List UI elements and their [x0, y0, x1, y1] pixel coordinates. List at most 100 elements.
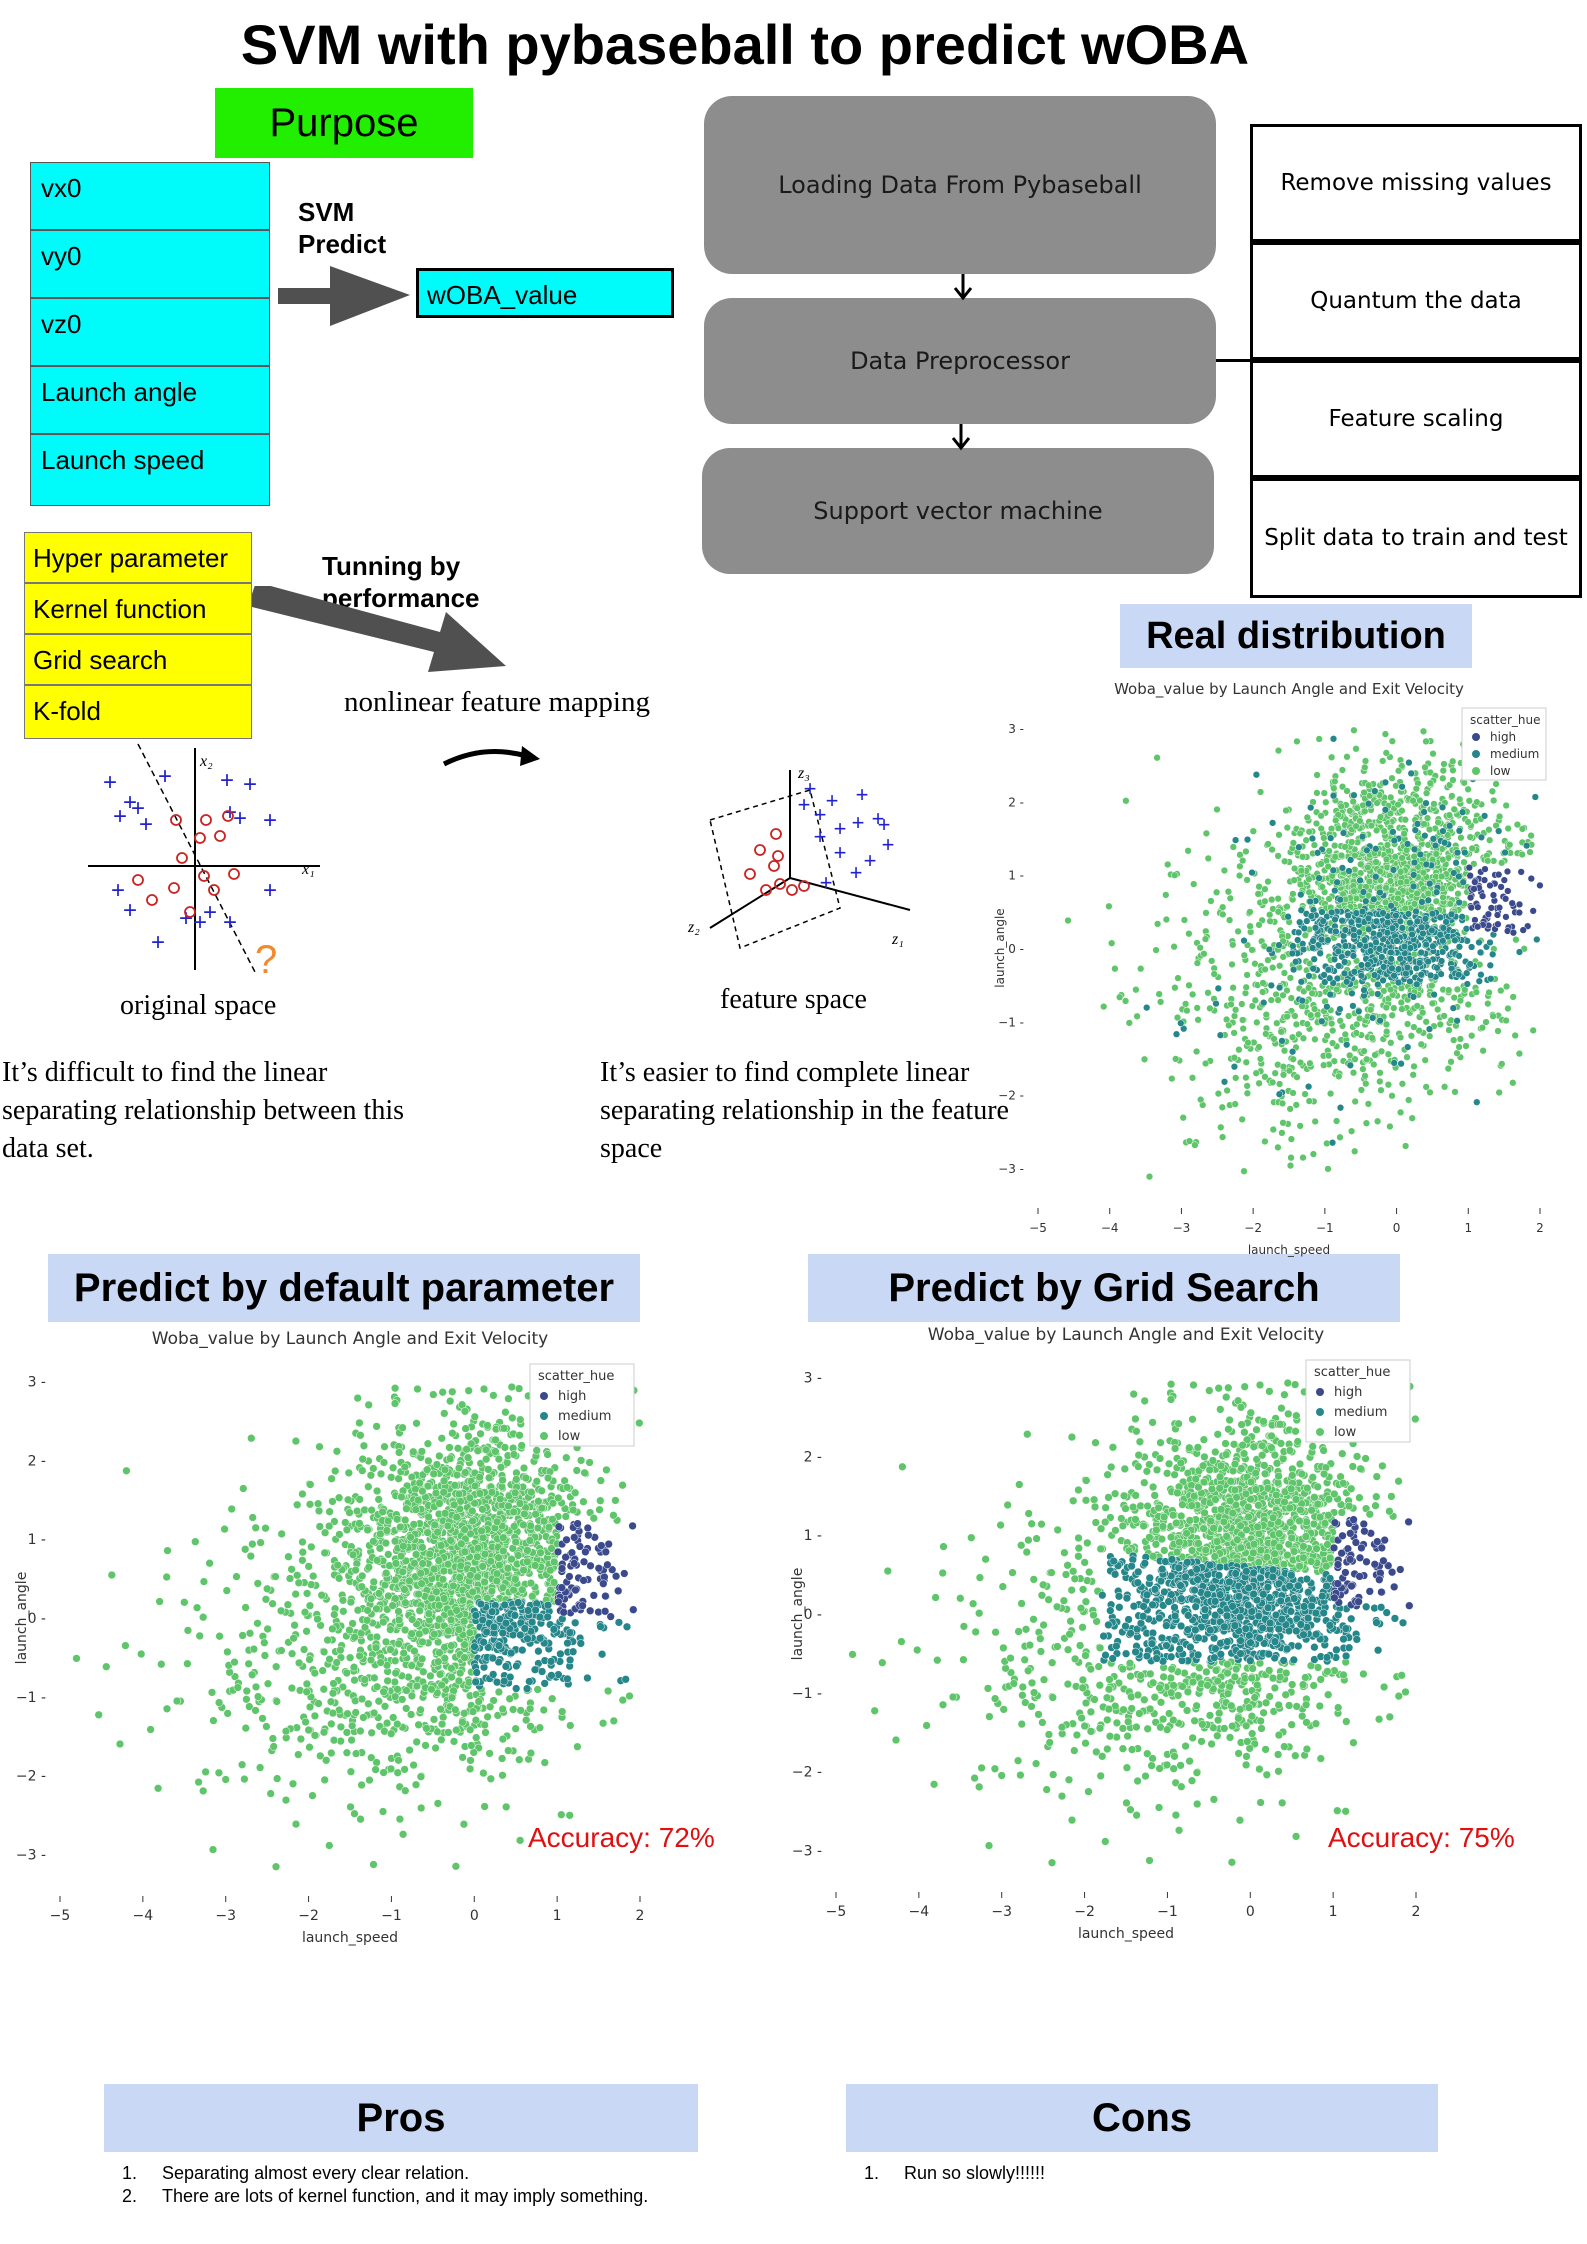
- data-point-low: [454, 1489, 464, 1499]
- data-point-low: [1243, 1082, 1251, 1090]
- data-point-low: [413, 1384, 422, 1394]
- data-point-low: [302, 1589, 312, 1598]
- data-point-low: [1179, 1114, 1187, 1122]
- data-point-low: [1451, 1088, 1459, 1096]
- data-point-low: [369, 1708, 379, 1718]
- data-point-low: [1377, 1086, 1385, 1094]
- data-point-low: [271, 1862, 281, 1871]
- data-point-medium: [1298, 997, 1306, 1005]
- data-point-low: [247, 1434, 256, 1443]
- data-point-medium: [1416, 850, 1425, 859]
- data-point-low: [1324, 1165, 1332, 1173]
- data-point-low: [1274, 996, 1282, 1004]
- data-point-low: [461, 1468, 470, 1477]
- data-point-low: [596, 1476, 605, 1485]
- data-point-medium: [1411, 826, 1419, 834]
- data-point-low: [451, 1862, 461, 1871]
- data-point-low: [400, 1765, 409, 1774]
- data-point-low: [388, 1601, 397, 1610]
- data-point-low: [157, 1660, 166, 1669]
- data-point-low: [1273, 1019, 1281, 1027]
- data-point-medium: [1451, 936, 1459, 944]
- data-point-low: [460, 1653, 469, 1662]
- data-point-low: [342, 1668, 351, 1678]
- data-point-low: [479, 1768, 488, 1778]
- data-point-low: [329, 1679, 338, 1688]
- data-point-low: [391, 1692, 400, 1701]
- data-point-low: [364, 1563, 373, 1572]
- data-point-low: [1495, 1088, 1503, 1097]
- legend-marker-high: [1472, 733, 1480, 741]
- y-tick-label: 1 -: [28, 1532, 46, 1548]
- mapping-label: nonlinear feature mapping: [344, 686, 650, 718]
- data-point-low: [1361, 757, 1370, 765]
- data-point-low: [1310, 1005, 1319, 1013]
- data-point-low: [411, 1550, 421, 1559]
- data-point-low: [353, 1393, 362, 1403]
- data-point-low: [1290, 864, 1299, 873]
- data-point-low: [1156, 998, 1165, 1006]
- data-point-medium: [1422, 799, 1430, 807]
- data-point-medium: [1439, 937, 1447, 945]
- data-point-low: [1394, 767, 1403, 775]
- data-point-low: [382, 1718, 392, 1728]
- data-point-low: [473, 1544, 483, 1553]
- data-point-medium: [1216, 1031, 1225, 1039]
- data-point-medium: [1212, 999, 1220, 1008]
- data-point-low: [466, 1725, 475, 1734]
- data-point-low: [346, 1802, 355, 1812]
- data-point-low: [418, 1487, 427, 1496]
- data-point-low: [446, 1396, 455, 1406]
- data-point-medium: [1331, 915, 1339, 924]
- data-point-medium: [1489, 950, 1497, 958]
- data-point-low: [1171, 871, 1179, 879]
- data-point-low: [1289, 839, 1298, 847]
- data-point-low: [1325, 847, 1333, 855]
- data-point-low: [1450, 805, 1458, 813]
- data-point-low: [1357, 1086, 1366, 1094]
- data-point-low: [289, 1634, 298, 1643]
- data-point-medium: [1309, 965, 1317, 973]
- data-point-low: [1264, 956, 1272, 964]
- circle-marker: [744, 868, 756, 880]
- data-point-low: [1305, 959, 1314, 968]
- data-point-low: [431, 1743, 440, 1753]
- data-point-medium: [1358, 832, 1367, 841]
- data-point-low: [1360, 1047, 1368, 1055]
- data-point-low: [378, 1807, 388, 1816]
- data-point-low: [472, 1733, 481, 1742]
- data-point-low: [1352, 1029, 1361, 1037]
- feature-vx0: vx0: [30, 162, 270, 230]
- data-point-low: [1466, 833, 1474, 841]
- data-point-medium: [1418, 923, 1426, 931]
- data-point-low: [359, 1713, 368, 1722]
- data-point-low: [563, 1483, 572, 1492]
- data-point-medium: [1429, 942, 1437, 950]
- data-point-medium: [1352, 909, 1360, 917]
- data-point-low: [1248, 946, 1256, 954]
- data-point-medium: [1248, 868, 1256, 877]
- data-point-medium: [1432, 888, 1441, 896]
- circle-marker: [214, 830, 226, 842]
- data-point-low: [1506, 841, 1514, 849]
- data-point-low: [230, 1672, 240, 1681]
- data-point-high: [1474, 903, 1482, 911]
- data-point-medium: [1477, 971, 1485, 979]
- data-point-low: [1261, 1073, 1269, 1081]
- data-point-low: [1349, 797, 1357, 806]
- data-point-low: [319, 1647, 329, 1657]
- data-point-low: [1318, 883, 1326, 891]
- data-point-low: [492, 1569, 502, 1578]
- data-point-low: [1350, 726, 1358, 734]
- data-point-low: [1252, 1069, 1260, 1077]
- data-point-low: [1230, 1029, 1238, 1037]
- data-point-medium: [1403, 840, 1412, 848]
- data-point-low: [470, 1499, 479, 1508]
- data-point-low: [163, 1546, 172, 1555]
- data-point-low: [468, 1506, 477, 1516]
- data-point-low: [409, 1447, 418, 1456]
- data-point-low: [1341, 1030, 1349, 1039]
- data-point-low: [1224, 888, 1233, 896]
- data-point-low: [153, 1784, 163, 1793]
